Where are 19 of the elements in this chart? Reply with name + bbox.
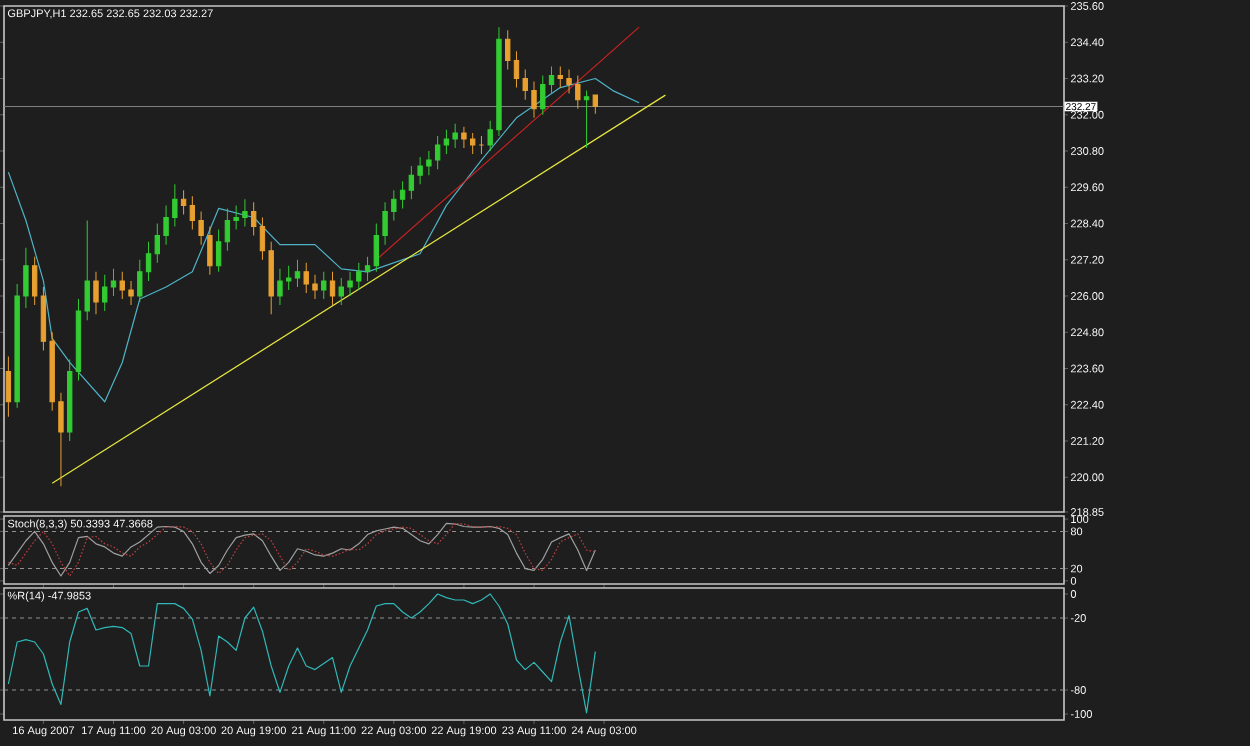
candlestick xyxy=(5,355,12,418)
candlestick xyxy=(102,274,108,312)
candlestick xyxy=(452,123,458,149)
candlestick xyxy=(224,207,231,252)
candlestick xyxy=(478,135,485,155)
candlestick xyxy=(180,189,187,215)
candlestick xyxy=(592,94,599,115)
candlestick xyxy=(469,132,476,155)
candlestick xyxy=(443,129,450,155)
candlestick xyxy=(583,90,590,149)
candlestick xyxy=(93,271,99,315)
candlestick xyxy=(540,74,546,116)
candlestick xyxy=(294,259,301,288)
candlestick xyxy=(408,165,415,200)
candlestick xyxy=(215,229,222,273)
line-series xyxy=(7,77,640,403)
candlestick xyxy=(321,271,327,300)
candlestick xyxy=(329,271,336,306)
candlestick xyxy=(434,135,441,170)
